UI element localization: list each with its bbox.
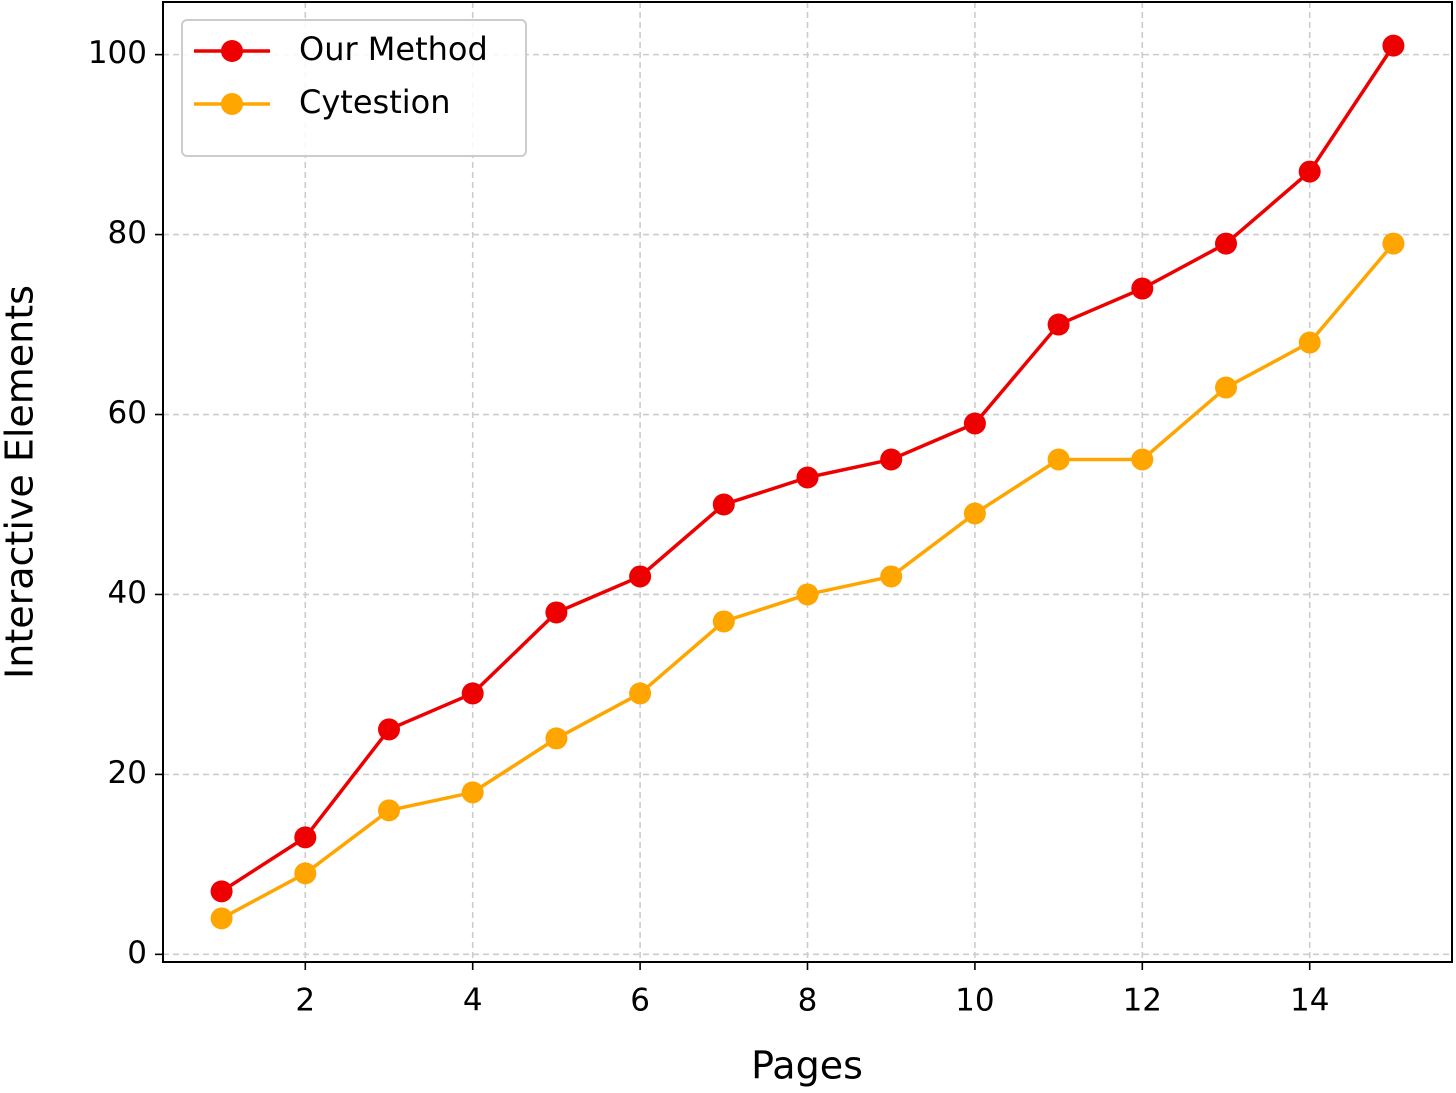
- point: [545, 727, 568, 750]
- x-tick-label: 10: [955, 983, 994, 1019]
- point: [294, 862, 317, 885]
- point: [1131, 277, 1154, 300]
- point: [1298, 331, 1321, 354]
- point: [712, 493, 735, 516]
- y-axis-label: Interactive Elements: [0, 285, 42, 679]
- y-tick-label: 20: [108, 755, 147, 791]
- point: [880, 448, 903, 471]
- y-tick-label: 40: [108, 575, 147, 611]
- point: [210, 880, 233, 903]
- point: [1047, 448, 1070, 471]
- point: [629, 682, 652, 705]
- point: [294, 826, 317, 849]
- point: [377, 799, 400, 822]
- legend-label: Our Method: [299, 30, 488, 68]
- point: [1382, 34, 1405, 57]
- point: [796, 583, 819, 606]
- point: [963, 502, 986, 525]
- x-tick-label: 2: [295, 983, 315, 1019]
- point: [210, 907, 233, 930]
- x-tick-label: 8: [798, 983, 818, 1019]
- x-tick-label: 14: [1290, 983, 1329, 1019]
- point: [880, 565, 903, 588]
- point: [1382, 232, 1405, 255]
- point: [796, 466, 819, 489]
- y-tick-label: 0: [127, 935, 147, 971]
- point: [461, 682, 484, 705]
- point: [1047, 313, 1070, 336]
- y-tick-label: 60: [108, 395, 147, 431]
- y-tick-label: 80: [108, 215, 147, 251]
- x-tick-label: 4: [463, 983, 483, 1019]
- point: [1215, 376, 1238, 399]
- x-tick-label: 6: [630, 983, 650, 1019]
- point: [963, 412, 986, 435]
- point: [377, 718, 400, 741]
- legend-marker: [221, 40, 243, 62]
- legend-box: [181, 19, 527, 157]
- point: [1131, 448, 1154, 471]
- plot-frame: [162, 1, 1453, 963]
- point: [629, 565, 652, 588]
- point: [1298, 160, 1321, 183]
- point: [461, 781, 484, 804]
- x-tick-label: 12: [1123, 983, 1162, 1019]
- point: [545, 601, 568, 624]
- legend-marker: [221, 93, 243, 115]
- point: [1215, 232, 1238, 255]
- y-tick-label: 100: [88, 35, 147, 71]
- point: [712, 610, 735, 633]
- x-axis-label: Pages: [751, 1044, 863, 1088]
- legend-label: Cytestion: [299, 83, 450, 121]
